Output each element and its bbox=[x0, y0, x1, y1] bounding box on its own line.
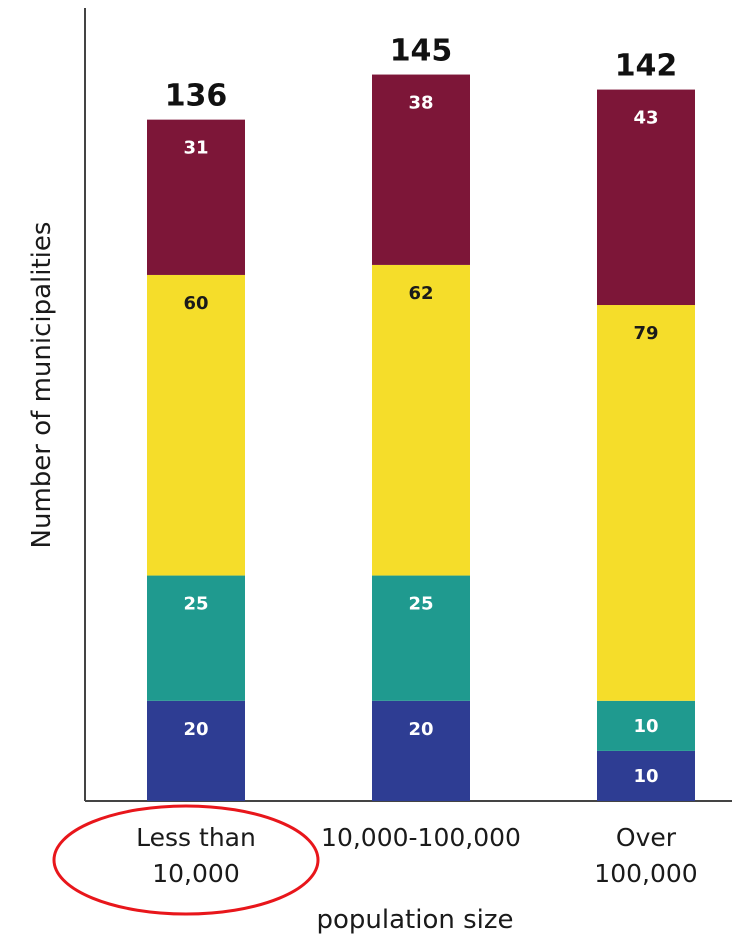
bar-segment bbox=[147, 575, 245, 701]
segment-value-label: 25 bbox=[183, 594, 208, 615]
segment-value-label: 20 bbox=[408, 719, 433, 740]
bar-segment bbox=[372, 264, 470, 576]
bar-segment bbox=[147, 274, 245, 576]
x-tick-label: 100,000 bbox=[594, 859, 697, 888]
bar-total-label: 136 bbox=[165, 79, 228, 114]
segment-value-label: 10 bbox=[633, 766, 658, 787]
highlight-ellipse bbox=[52, 804, 320, 916]
bar-segment bbox=[597, 700, 695, 751]
bar-segment bbox=[372, 74, 470, 265]
segment-value-label: 31 bbox=[183, 138, 208, 159]
bars bbox=[147, 74, 695, 801]
x-axis-label: population size bbox=[316, 905, 513, 935]
bar-segment bbox=[597, 750, 695, 801]
x-tick-label: Over bbox=[616, 823, 677, 852]
x-tick-label: 10,000-100,000 bbox=[321, 823, 521, 852]
bar-segment bbox=[597, 89, 695, 306]
segment-value-label: 10 bbox=[633, 716, 658, 737]
segment-value-label: 62 bbox=[408, 283, 433, 304]
bar-segment bbox=[147, 119, 245, 275]
segment-value-label: 60 bbox=[183, 293, 208, 314]
y-axis-label: Number of municipalities bbox=[27, 222, 57, 549]
bar-total-label: 142 bbox=[615, 49, 678, 84]
x-tick-label: Less than bbox=[136, 823, 256, 852]
labels: 20 25 60 31 136 Less than 10,000 20 25 62 38 145 10,… bbox=[52, 34, 698, 916]
segment-value-label: 20 bbox=[183, 719, 208, 740]
x-tick-label: 10,000 bbox=[152, 859, 239, 888]
segment-value-label: 79 bbox=[633, 323, 658, 344]
segment-value-label: 25 bbox=[408, 594, 433, 615]
bar-segment bbox=[372, 700, 470, 801]
segment-value-label: 43 bbox=[633, 108, 658, 129]
bar-segment bbox=[147, 700, 245, 801]
bar-segment bbox=[597, 305, 695, 701]
bar-segment bbox=[372, 575, 470, 701]
bar-total-label: 145 bbox=[390, 34, 453, 69]
segment-value-label: 38 bbox=[408, 93, 433, 114]
